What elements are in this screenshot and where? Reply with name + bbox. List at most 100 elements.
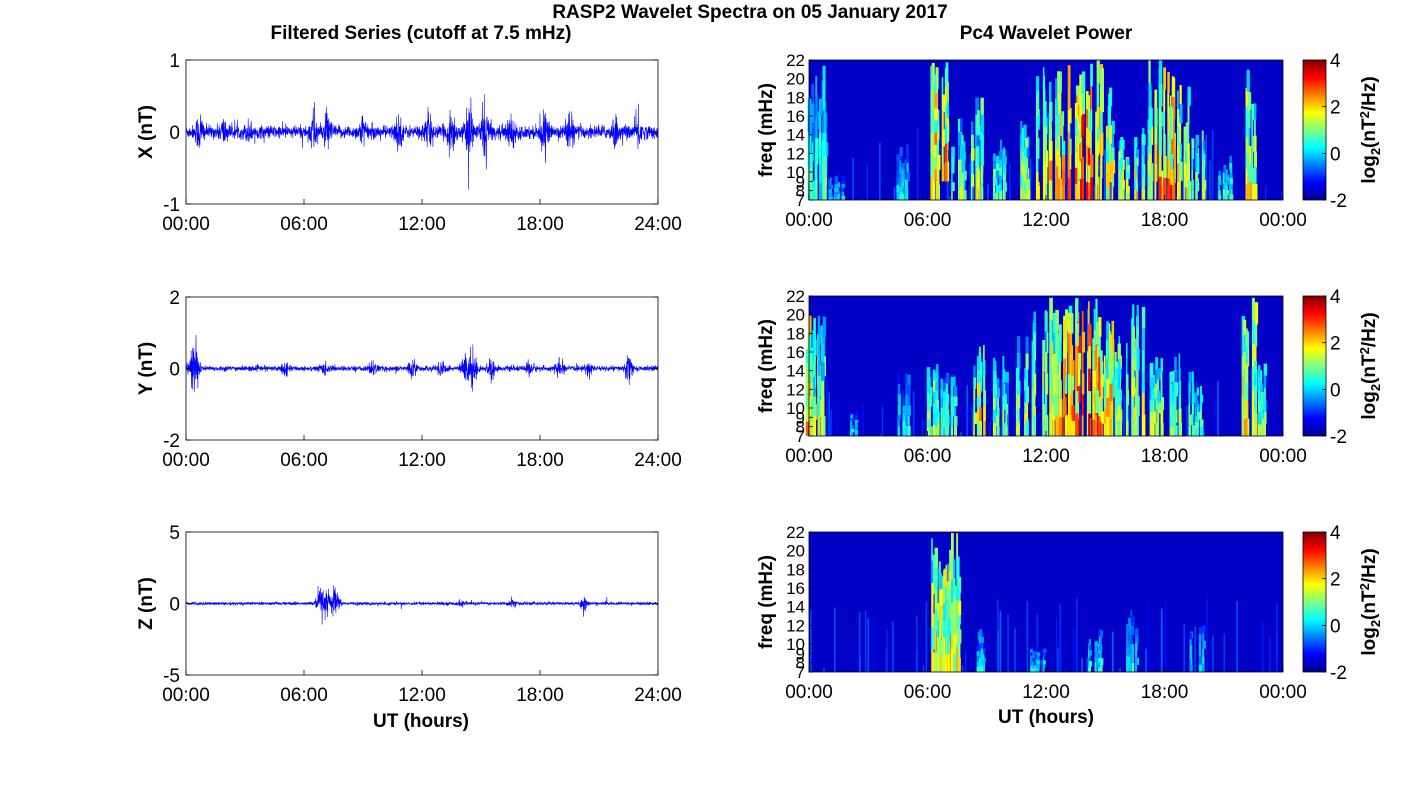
heatmap-cell [945, 425, 950, 436]
heatmap-cell [979, 629, 983, 637]
heatmap-cell [1122, 139, 1125, 150]
heatmap-cell [902, 413, 906, 421]
heatmap-cell [1188, 425, 1191, 436]
colorbar-tick-label: -2 [1330, 191, 1347, 212]
heatmap-cell [1031, 420, 1035, 436]
heatmap-cell [1118, 180, 1122, 190]
heatmap-cell [943, 400, 947, 410]
heatmap-cell [931, 62, 935, 86]
heatmap-cell [1081, 135, 1084, 158]
heatmap-cell [815, 179, 818, 200]
heatmap-cell [1063, 339, 1066, 359]
heatmap-cell [1191, 138, 1195, 149]
heatmap-cell [943, 638, 945, 655]
heatmap-cell [930, 110, 934, 133]
heatmap-cell [1044, 394, 1048, 415]
heatmap-cell [1115, 424, 1119, 436]
heatmap-cell [944, 86, 947, 106]
heatmap-cell [1081, 157, 1084, 179]
heatmap-cell [830, 409, 832, 436]
heatmap-cell [926, 367, 931, 379]
heatmap-cell [911, 399, 913, 436]
y-tick-label: 22 [786, 287, 805, 306]
heatmap-cell [951, 556, 954, 580]
heatmap-cell [1195, 156, 1200, 166]
heatmap-cell [805, 363, 809, 379]
heatmap-cell [902, 420, 906, 429]
heatmap-cell [836, 173, 840, 179]
heatmap-cell [980, 183, 983, 200]
heatmap-cell [1042, 404, 1045, 420]
heatmap-cell [1248, 110, 1251, 128]
heatmap-cell [904, 179, 908, 187]
heatmap-cell [905, 383, 908, 395]
heatmap-cell [1088, 368, 1091, 392]
heatmap-cell [1030, 659, 1033, 663]
heatmap-cell [1099, 407, 1103, 422]
heatmap-cell [1068, 312, 1070, 334]
heatmap-cell [1196, 411, 1201, 420]
heatmap-cell [1030, 644, 1034, 649]
heatmap-cell [907, 415, 910, 426]
heatmap-cell [927, 393, 931, 403]
heatmap-cell [1106, 416, 1110, 436]
heatmap-cell [973, 365, 976, 378]
heatmap-cell [945, 383, 949, 394]
heatmap-cell [1152, 362, 1155, 375]
heatmap-cell [1030, 655, 1034, 659]
heatmap-cell [946, 635, 950, 654]
heatmap-cell [1081, 331, 1086, 353]
heatmap-cell [808, 168, 812, 184]
heatmap-cell [1067, 110, 1070, 133]
heatmap-cell [945, 118, 950, 135]
heatmap-cell [1055, 351, 1058, 373]
heatmap-cell [858, 612, 861, 672]
heatmap-cell [1202, 633, 1205, 641]
heatmap-cell [1199, 427, 1204, 436]
heatmap-cell [935, 390, 938, 400]
heatmap-cell [1095, 298, 1098, 322]
heatmap-cell [1059, 324, 1062, 343]
heatmap-cell [973, 424, 975, 436]
heatmap-cell [949, 590, 952, 611]
y-axis-label: X (nT) [136, 105, 157, 159]
heatmap-cell [1245, 346, 1249, 365]
heatmap-cell [1209, 160, 1211, 200]
heatmap-cell [939, 622, 942, 639]
heatmap-cell [1126, 389, 1129, 406]
heatmap-cell [925, 601, 928, 672]
heatmap-cell [1088, 413, 1091, 436]
heatmap-cell [1183, 623, 1185, 672]
heatmap-cell [934, 120, 938, 133]
heatmap-cell [834, 192, 838, 196]
heatmap-cell [1023, 173, 1027, 183]
heatmap-cell [1103, 409, 1108, 423]
heatmap-cell [1063, 378, 1065, 398]
heatmap-cell [907, 384, 911, 396]
heatmap-cell [1177, 90, 1179, 109]
heatmap-cell [1147, 598, 1149, 672]
heatmap-cell [1205, 134, 1207, 200]
heatmap-cell [1100, 644, 1103, 652]
heatmap-cell [834, 188, 839, 192]
heatmap-cell [995, 192, 999, 200]
heatmap-cell [1136, 183, 1138, 192]
x-tick-label: 12:00 [1022, 210, 1070, 231]
heatmap-cell [811, 84, 815, 104]
heatmap-cell [1273, 632, 1276, 672]
heatmap-cell [898, 383, 901, 395]
heatmap-cell [1021, 176, 1024, 188]
heatmap-cell [1171, 401, 1175, 410]
heatmap-cell [1105, 187, 1110, 200]
heatmap-cell [1117, 358, 1121, 375]
heatmap-cell [995, 155, 1000, 164]
heatmap-cell [937, 154, 941, 170]
heatmap-cell [1202, 664, 1205, 672]
heatmap-cell [1095, 321, 1099, 345]
heatmap-cell [813, 377, 815, 397]
heatmap-cell [995, 185, 1000, 193]
heatmap-cell [893, 187, 896, 200]
heatmap-cell [936, 654, 941, 672]
heatmap-cell [1079, 179, 1082, 200]
